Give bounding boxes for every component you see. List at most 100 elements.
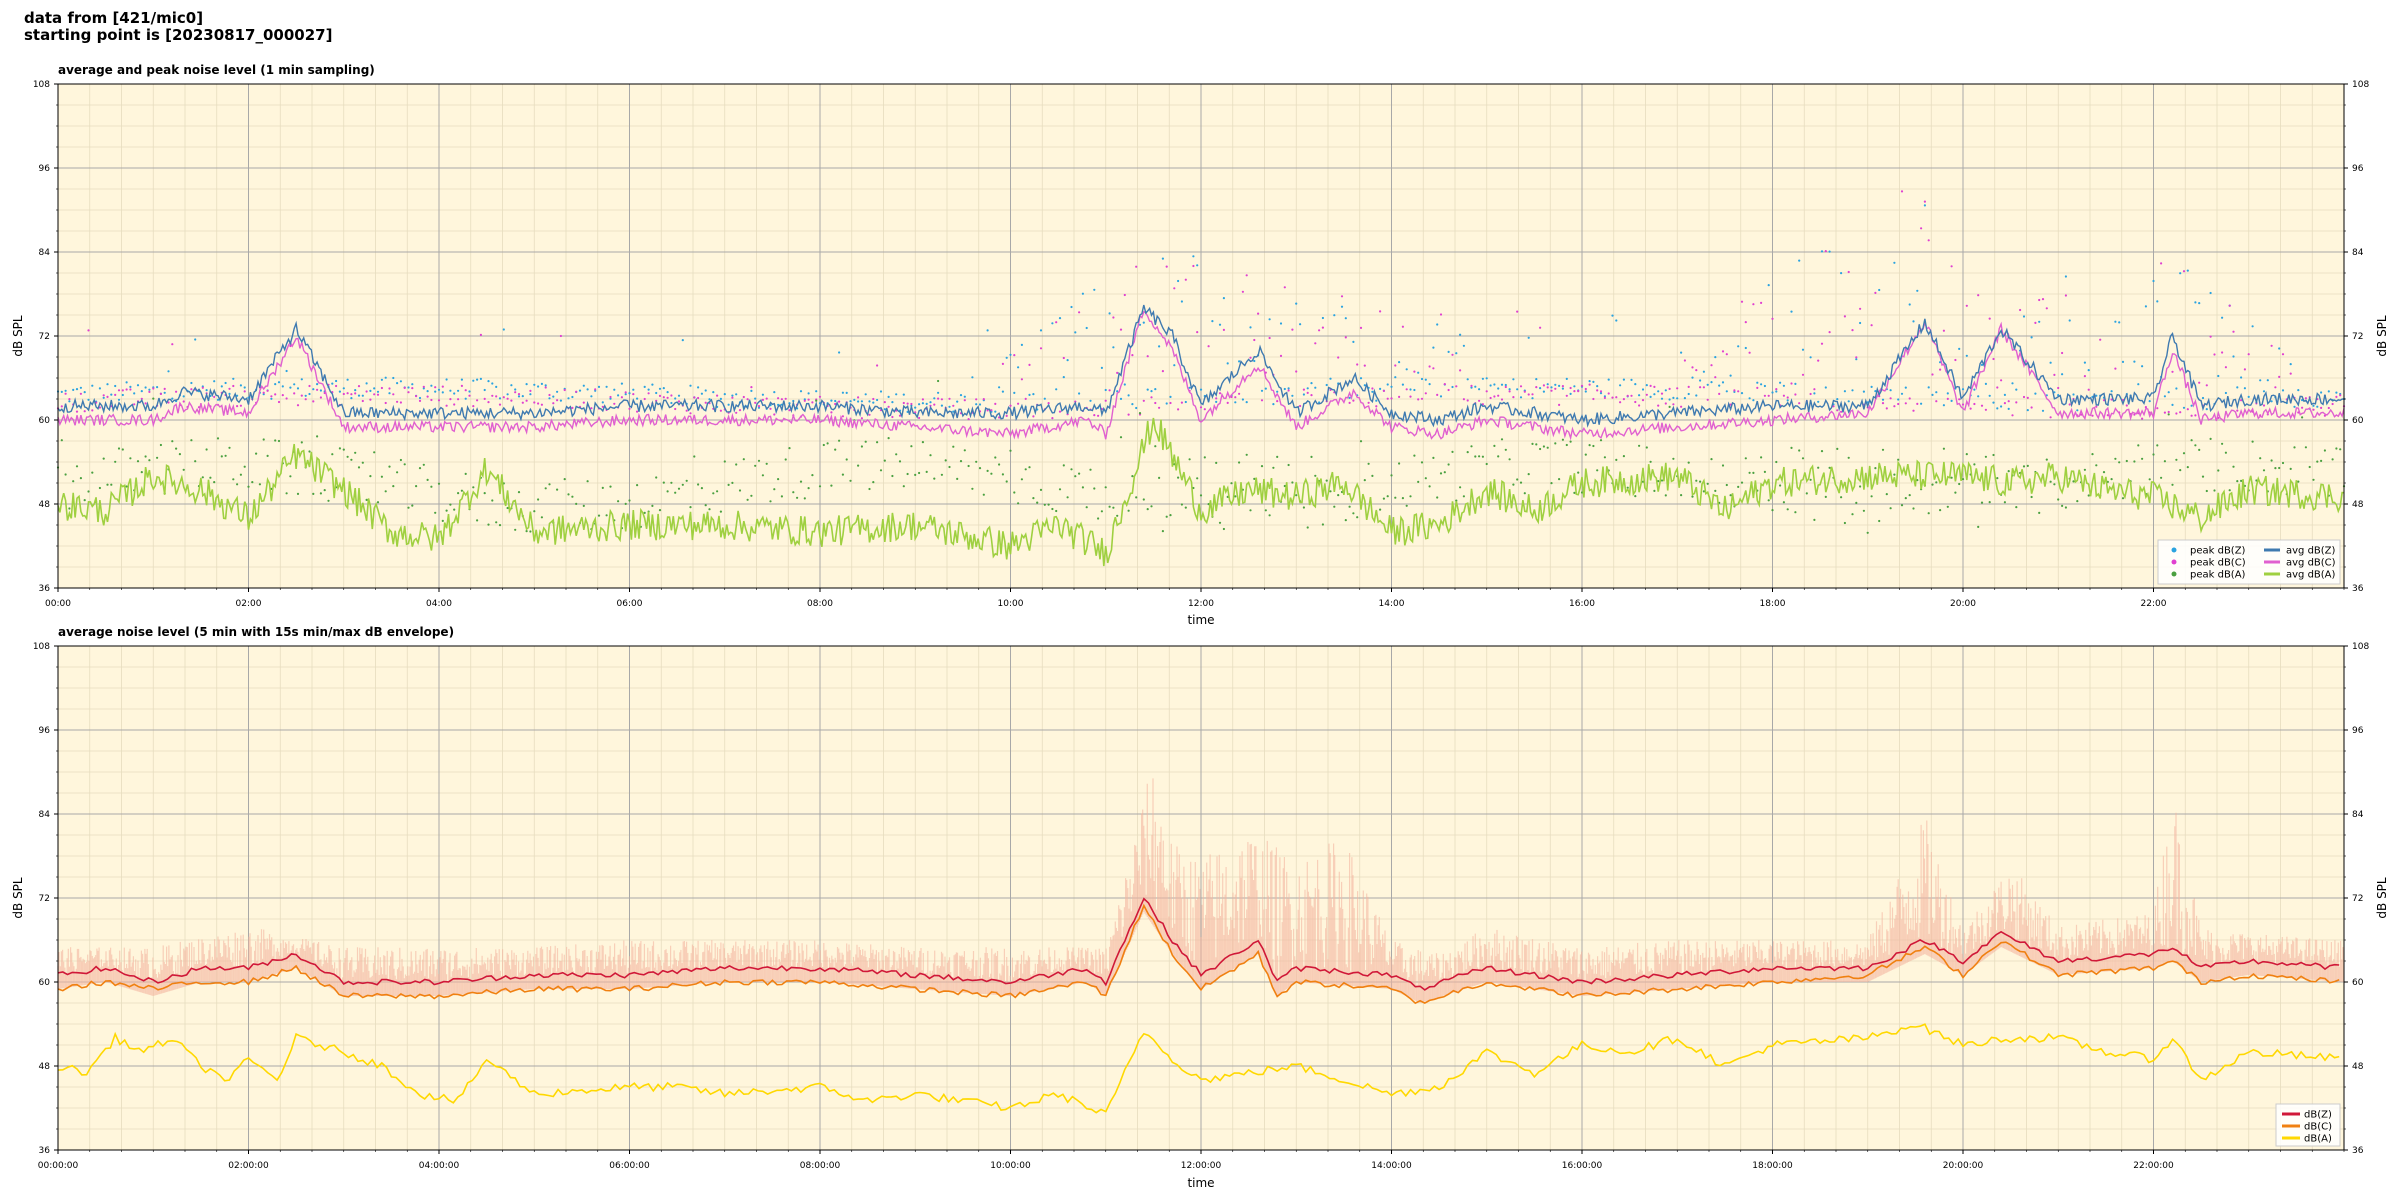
peak-point — [883, 401, 886, 404]
peak-point — [1687, 385, 1690, 388]
peak-point — [426, 478, 429, 481]
peak-point — [239, 404, 242, 407]
peak-point — [636, 484, 639, 487]
peak-point — [1432, 346, 1435, 349]
peak-point — [1729, 494, 1732, 497]
peak-point — [1413, 388, 1416, 392]
peak-point — [1954, 358, 1957, 362]
peak-point — [1859, 321, 1862, 325]
peak-point — [1329, 377, 1332, 380]
peak-point — [567, 493, 570, 496]
peak-point — [216, 437, 220, 440]
peak-point — [1474, 455, 1477, 458]
series-avg-db-c- — [57, 310, 2345, 441]
peak-point — [2274, 386, 2277, 389]
peak-point — [2270, 459, 2273, 462]
peak-point — [1756, 381, 1759, 384]
peak-point — [708, 398, 711, 401]
peak-point — [1622, 378, 1625, 381]
peak-point — [937, 391, 940, 394]
peak-point — [175, 447, 178, 450]
peak-point — [537, 498, 540, 501]
peak-point — [319, 389, 322, 392]
peak-point — [1622, 398, 1625, 401]
x-axis-label: time — [1187, 1176, 1214, 1190]
peak-point — [316, 388, 319, 391]
peak-point — [502, 396, 505, 399]
peak-point — [910, 445, 913, 448]
peak-point — [144, 402, 147, 405]
x-tick-label: 20:00:00 — [1943, 1161, 1984, 1171]
peak-point — [1660, 397, 1664, 400]
peak-point — [1782, 384, 1785, 387]
peak-point — [1535, 378, 1538, 381]
peak-point — [457, 389, 460, 392]
peak-point — [114, 460, 117, 463]
x-tick-label: 10:00 — [998, 599, 1024, 609]
peak-point — [559, 334, 563, 338]
peak-point — [2316, 405, 2319, 408]
peak-point — [761, 393, 765, 396]
peak-point — [1748, 351, 1751, 354]
peak-point — [719, 409, 723, 412]
peak-point — [289, 344, 292, 348]
peak-point — [2312, 404, 2315, 407]
peak-point — [251, 481, 254, 484]
peak-point — [1405, 368, 1408, 371]
peak-point — [1554, 387, 1557, 390]
peak-point — [1840, 272, 1843, 275]
peak-point — [2041, 409, 2045, 412]
x-tick-label: 18:00:00 — [1752, 1161, 1793, 1171]
peak-point — [1561, 387, 1564, 390]
peak-point — [1500, 398, 1504, 401]
peak-point — [944, 459, 947, 462]
peak-point — [845, 458, 848, 461]
peak-point — [1931, 373, 1934, 376]
peak-point — [1847, 270, 1850, 274]
peak-point — [986, 469, 989, 472]
peak-point — [1676, 387, 1679, 390]
peak-point — [2152, 279, 2155, 283]
peak-point — [754, 401, 757, 404]
peak-point — [190, 381, 193, 385]
peak-point — [1527, 336, 1530, 339]
peak-point — [304, 398, 307, 401]
peak-point — [1870, 495, 1873, 498]
peak-point — [441, 385, 444, 388]
peak-point — [552, 395, 555, 398]
peak-point — [75, 410, 79, 413]
peak-point — [2061, 504, 2064, 507]
x-tick-label: 08:00:00 — [800, 1161, 841, 1171]
peak-point — [723, 393, 726, 396]
peak-point — [1272, 466, 1275, 469]
peak-point — [1870, 385, 1873, 388]
peak-point — [1253, 338, 1256, 342]
peak-point — [647, 392, 650, 395]
peak-point — [1752, 471, 1755, 474]
peak-point — [918, 471, 921, 475]
peak-point — [2270, 344, 2273, 347]
y-tick-label: 108 — [33, 642, 50, 652]
peak-point — [1653, 385, 1656, 388]
peak-point — [1249, 356, 1252, 359]
peak-point — [537, 385, 540, 388]
peak-point — [1112, 316, 1115, 319]
peak-point — [403, 386, 406, 389]
legend: dB(Z)dB(C)dB(A) — [2275, 1103, 2341, 1147]
peak-point — [582, 504, 585, 507]
peak-point — [2213, 353, 2216, 356]
peak-point — [2251, 440, 2254, 443]
peak-point — [838, 400, 841, 403]
peak-point — [2156, 444, 2159, 447]
peak-point — [2118, 461, 2121, 464]
peak-point — [1459, 333, 1462, 336]
peak-point — [1070, 468, 1073, 471]
peak-point — [415, 395, 418, 398]
peak-point — [1611, 396, 1614, 399]
peak-point — [2240, 479, 2243, 482]
peak-point — [399, 401, 402, 404]
peak-point — [975, 403, 978, 406]
x-tick-label: 04:00 — [426, 599, 452, 609]
peak-point — [605, 385, 608, 388]
peak-point — [628, 407, 631, 410]
